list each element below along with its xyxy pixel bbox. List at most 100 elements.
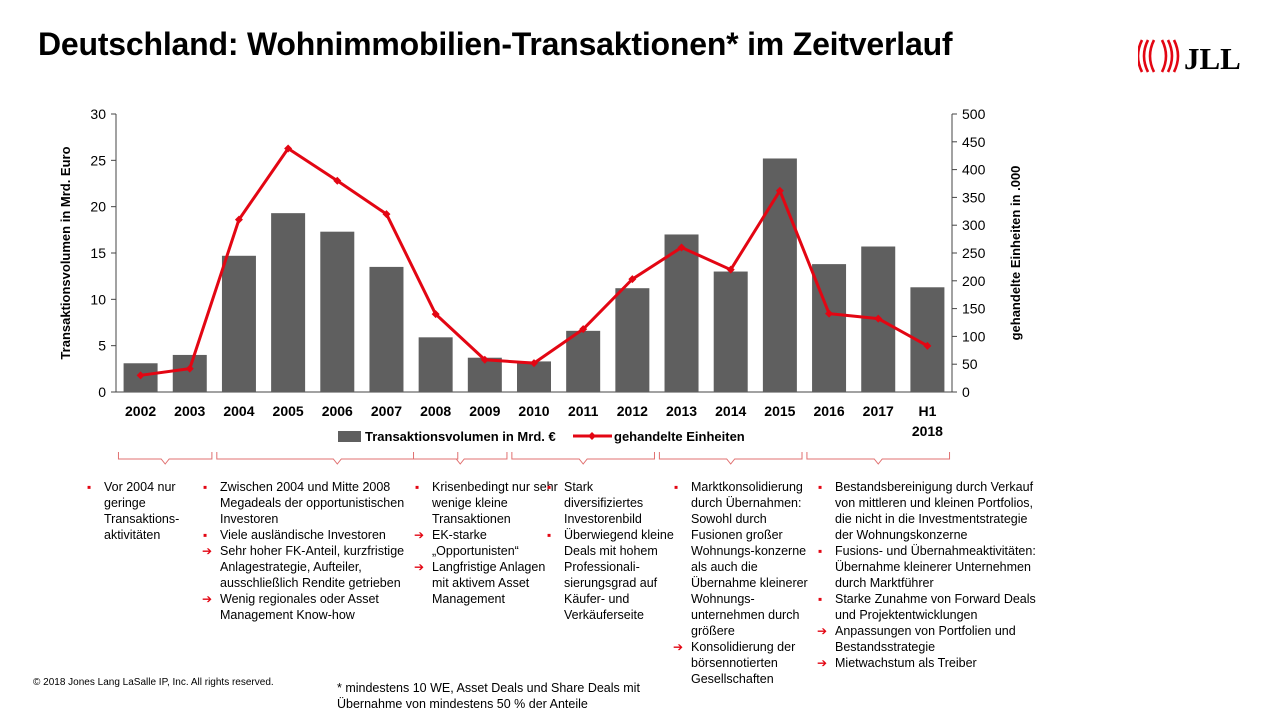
x-tick-label: 2014	[715, 403, 746, 419]
line-point	[382, 210, 391, 219]
line-point	[628, 275, 637, 284]
x-tick-label: 2005	[273, 403, 304, 419]
x-tick-label: 2011	[568, 403, 599, 419]
bar	[566, 330, 601, 392]
x-tick-label: 2004	[223, 403, 254, 419]
y-tick-label-left: 10	[90, 291, 106, 307]
info-item: EK-starke „Opportunisten“	[414, 527, 564, 559]
bar	[271, 213, 306, 392]
y-tick-label-left: 0	[98, 384, 106, 400]
y-tick-label-right: 250	[962, 245, 986, 261]
line-point	[185, 364, 194, 373]
x-tick-label: 2006	[322, 403, 353, 419]
line-point	[923, 341, 932, 350]
series-line	[140, 146, 929, 377]
x-tick-label: 2017	[863, 403, 894, 419]
info-item: Stark diversifiziertes Investorenbild	[546, 479, 674, 527]
bar	[172, 354, 207, 392]
x-tick-label: 2016	[813, 403, 844, 419]
line-point	[726, 265, 735, 274]
phase-bracket	[658, 452, 803, 465]
y-tick-label-right: 400	[962, 162, 986, 178]
line-point	[480, 355, 489, 364]
y-tick-label-right: 0	[962, 384, 970, 400]
line-point	[333, 176, 342, 185]
legend-swatch-marker	[588, 432, 596, 440]
y-tick-label-right: 500	[962, 106, 986, 122]
info-column-3: Krisenbedingt nur sehr wenige kleine Tra…	[414, 479, 564, 607]
info-item: Sehr hoher FK-Anteil, kurzfristige Anlag…	[202, 543, 417, 591]
info-item: Überwiegend kleine Deals mit hohem Profe…	[546, 527, 674, 623]
info-item: Marktkonsolidierung durch Übernahmen: So…	[673, 479, 821, 639]
x-tick-label: 2013	[666, 403, 697, 419]
line-point	[775, 186, 784, 195]
phase-bracket	[216, 452, 459, 465]
phase-bracket	[413, 452, 508, 465]
y-tick-label-left: 30	[90, 106, 106, 122]
bar	[713, 271, 748, 392]
x-tick-label: 2003	[174, 403, 205, 419]
y-tick-label-left: 5	[98, 338, 106, 354]
line-point	[431, 310, 440, 319]
info-item: Langfristige Anlagen mit aktivem Asset M…	[414, 559, 564, 607]
info-item: Zwischen 2004 und Mitte 2008 Megadeals d…	[202, 479, 417, 527]
info-item: Viele ausländische Investoren	[202, 527, 417, 543]
bar	[369, 266, 404, 392]
x-tick-label: 2007	[371, 403, 402, 419]
info-column-2: Zwischen 2004 und Mitte 2008 Megadeals d…	[202, 479, 417, 623]
info-item: Anpassungen von Portfolien und Bestandss…	[817, 623, 1045, 655]
y-tick-label-left: 25	[90, 152, 106, 168]
line-point	[234, 215, 243, 224]
x-tick-label: H1 2018	[912, 403, 943, 439]
y-tick-label-right: 150	[962, 301, 986, 317]
x-tick-label: 2009	[469, 403, 500, 419]
line-point	[825, 309, 834, 318]
x-tick-label: 2012	[617, 403, 648, 419]
footnote: * mindestens 10 WE, Asset Deals und Shar…	[337, 681, 640, 711]
bar	[762, 158, 797, 392]
y-tick-label-right: 100	[962, 328, 986, 344]
phase-bracket	[806, 452, 951, 465]
x-tick-label: 2010	[518, 403, 549, 419]
line-point	[530, 359, 538, 368]
info-item: Starke Zunahme von Forward Deals und Pro…	[817, 591, 1045, 623]
y-axis-title-right: gehandelte Einheiten in .000	[1008, 166, 1023, 341]
y-tick-label-left: 20	[90, 199, 106, 215]
info-column-6: Bestandsbereinigung durch Verkauf von mi…	[817, 479, 1045, 671]
logo-text: JLL	[1184, 41, 1241, 76]
jll-logo-icon: JLL	[1138, 39, 1241, 76]
info-item: Vor 2004 nur geringe Transaktions-aktivi…	[86, 479, 204, 543]
line-point	[136, 371, 145, 380]
info-item: Bestandsbereinigung durch Verkauf von mi…	[817, 479, 1045, 543]
bar	[320, 231, 355, 392]
legend-label-bar: Transaktionsvolumen in Mrd. €	[365, 429, 556, 444]
bar	[615, 288, 650, 392]
y-tick-label-right: 200	[962, 273, 986, 289]
line-point	[677, 243, 686, 252]
phase-bracket	[511, 452, 655, 465]
info-item: Mietwachstum als Treiber	[817, 655, 1045, 671]
x-tick-label: 2015	[764, 403, 795, 419]
phase-bracket	[117, 452, 213, 465]
info-column-1: Vor 2004 nur geringe Transaktions-aktivi…	[86, 479, 204, 543]
legend-label-line: gehandelte Einheiten	[614, 429, 745, 444]
y-tick-label-left: 15	[90, 245, 106, 261]
y-tick-label-right: 450	[962, 134, 986, 150]
bar	[418, 337, 453, 392]
y-tick-label-right: 50	[962, 356, 978, 372]
info-column-4: Stark diversifiziertes InvestorenbildÜbe…	[546, 479, 674, 623]
legend-swatch-bar	[338, 431, 361, 442]
info-item: Konsolidierung der börsennotierten Gesel…	[673, 639, 821, 687]
y-axis-title-left: Transaktionsvolumen in Mrd. Euro	[58, 146, 73, 359]
bar	[664, 234, 699, 392]
line-point	[579, 325, 588, 334]
info-item: Fusions- und Übernahmeaktivitäten: Übern…	[817, 543, 1045, 591]
x-tick-label: 2002	[125, 403, 156, 419]
line-point	[284, 144, 293, 153]
y-tick-label-right: 300	[962, 217, 986, 233]
info-item: Wenig regionales oder Asset Management K…	[202, 591, 417, 623]
y-tick-label-right: 350	[962, 189, 986, 205]
line-point	[874, 314, 883, 323]
copyright: © 2018 Jones Lang LaSalle IP, Inc. All r…	[33, 677, 274, 688]
